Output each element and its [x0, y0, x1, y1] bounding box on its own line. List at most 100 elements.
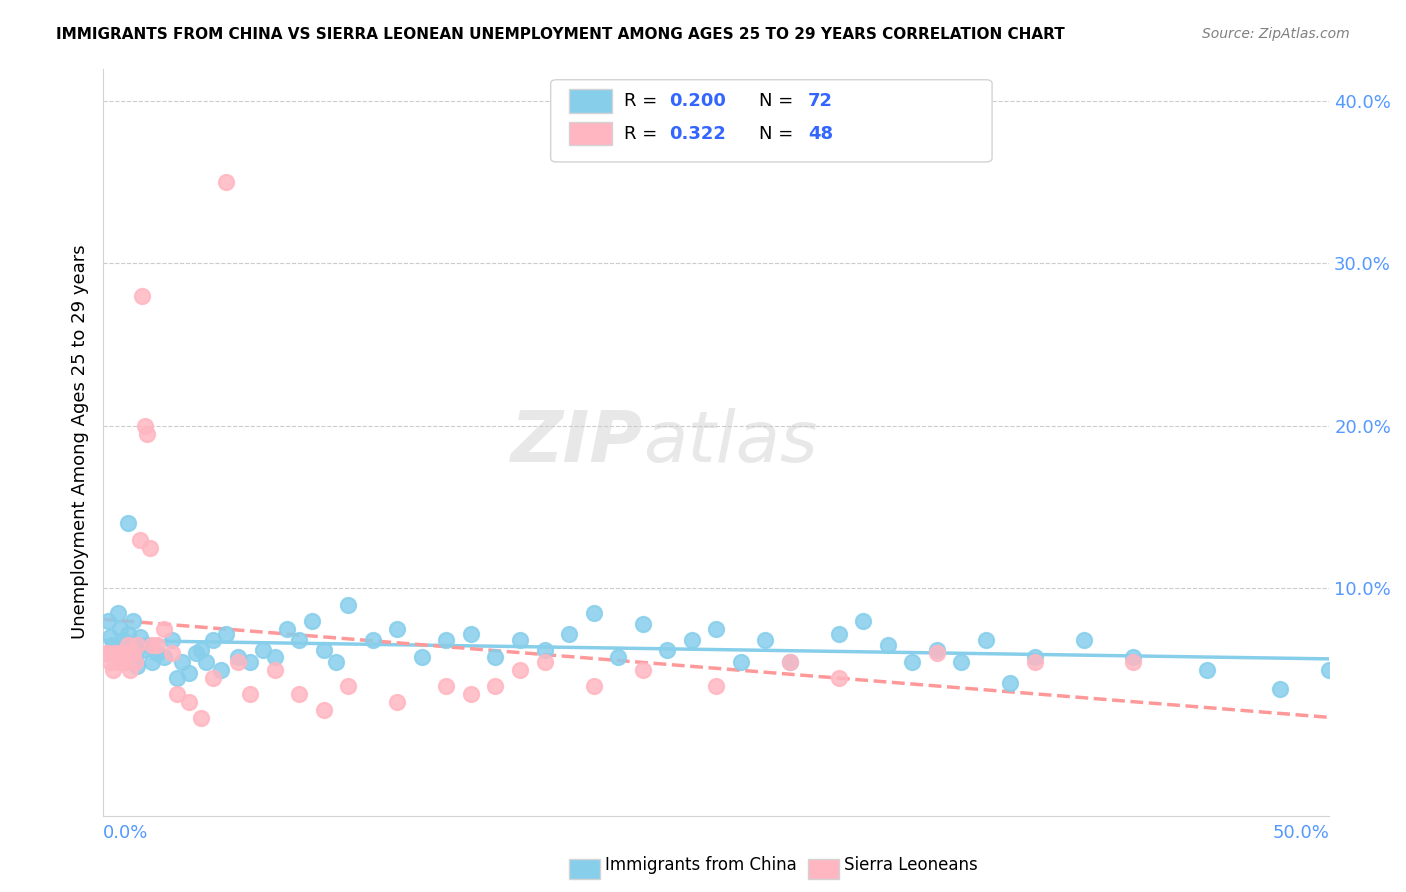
Text: 0.322: 0.322 — [669, 125, 727, 143]
Point — [252, 643, 274, 657]
Y-axis label: Unemployment Among Ages 25 to 29 years: Unemployment Among Ages 25 to 29 years — [72, 245, 89, 640]
Point — [114, 655, 136, 669]
Point — [129, 630, 152, 644]
Point — [138, 541, 160, 555]
Text: 72: 72 — [808, 93, 834, 111]
Point — [146, 638, 169, 652]
Text: 50.0%: 50.0% — [1272, 824, 1329, 842]
Point — [607, 649, 630, 664]
Point — [387, 695, 409, 709]
Point — [129, 533, 152, 547]
Point — [484, 679, 506, 693]
Text: 0.0%: 0.0% — [103, 824, 149, 842]
Point — [828, 671, 851, 685]
Point — [312, 643, 335, 657]
Point — [124, 655, 146, 669]
Point — [166, 671, 188, 685]
Point — [288, 687, 311, 701]
Point — [136, 638, 159, 652]
Point — [117, 638, 139, 652]
Point — [239, 687, 262, 701]
Point — [361, 633, 384, 648]
Point — [110, 622, 132, 636]
Point — [170, 655, 193, 669]
Point — [100, 630, 122, 644]
Point — [436, 679, 458, 693]
Point — [263, 649, 285, 664]
Point — [876, 638, 898, 652]
Point — [127, 638, 149, 652]
Point — [730, 655, 752, 669]
Point — [97, 647, 120, 661]
Point — [134, 419, 156, 434]
Text: 48: 48 — [808, 125, 834, 143]
Text: IMMIGRANTS FROM CHINA VS SIERRA LEONEAN UNEMPLOYMENT AMONG AGES 25 TO 29 YEARS C: IMMIGRANTS FROM CHINA VS SIERRA LEONEAN … — [56, 27, 1064, 42]
Text: atlas: atlas — [643, 408, 817, 476]
Text: Immigrants from China: Immigrants from China — [605, 856, 796, 874]
Text: R =: R = — [624, 93, 664, 111]
Point — [226, 655, 249, 669]
Point — [107, 655, 129, 669]
Point — [312, 703, 335, 717]
Point — [925, 647, 948, 661]
Point — [901, 655, 924, 669]
Point — [101, 663, 124, 677]
FancyBboxPatch shape — [569, 121, 612, 145]
Point — [301, 614, 323, 628]
FancyBboxPatch shape — [569, 89, 612, 113]
Point — [94, 647, 117, 661]
Point — [1195, 663, 1218, 677]
Point — [190, 643, 212, 657]
Point — [111, 655, 134, 669]
Point — [141, 638, 163, 652]
Point — [209, 663, 232, 677]
Point — [558, 627, 581, 641]
FancyBboxPatch shape — [551, 79, 993, 162]
Point — [215, 175, 238, 189]
Point — [681, 633, 703, 648]
Point — [460, 687, 482, 701]
Text: Source: ZipAtlas.com: Source: ZipAtlas.com — [1202, 27, 1350, 41]
Point — [153, 649, 176, 664]
Text: ZIP: ZIP — [510, 408, 643, 476]
Point — [131, 643, 153, 657]
Point — [387, 622, 409, 636]
Point — [146, 647, 169, 661]
Point — [121, 647, 143, 661]
Point — [1122, 655, 1144, 669]
Point — [166, 687, 188, 701]
Point — [263, 663, 285, 677]
Point — [121, 614, 143, 628]
Point — [974, 633, 997, 648]
Point — [288, 633, 311, 648]
Text: R =: R = — [624, 125, 664, 143]
Point — [131, 289, 153, 303]
Point — [754, 633, 776, 648]
Point — [631, 617, 654, 632]
Point — [215, 627, 238, 641]
Point — [202, 671, 225, 685]
Point — [97, 614, 120, 628]
Point — [1317, 663, 1340, 677]
Point — [852, 614, 875, 628]
Point — [111, 633, 134, 648]
Point — [117, 627, 139, 641]
Text: Sierra Leoneans: Sierra Leoneans — [844, 856, 977, 874]
Point — [411, 649, 433, 664]
Point — [657, 643, 679, 657]
Point — [484, 649, 506, 664]
Point — [120, 663, 142, 677]
Point — [160, 647, 183, 661]
Point — [153, 622, 176, 636]
Point — [337, 679, 360, 693]
Point — [100, 655, 122, 669]
Point — [704, 622, 727, 636]
Point — [631, 663, 654, 677]
Point — [186, 647, 208, 661]
Point — [239, 655, 262, 669]
Point — [1270, 682, 1292, 697]
Point — [202, 633, 225, 648]
Point — [110, 647, 132, 661]
Point — [509, 633, 531, 648]
Point — [226, 649, 249, 664]
